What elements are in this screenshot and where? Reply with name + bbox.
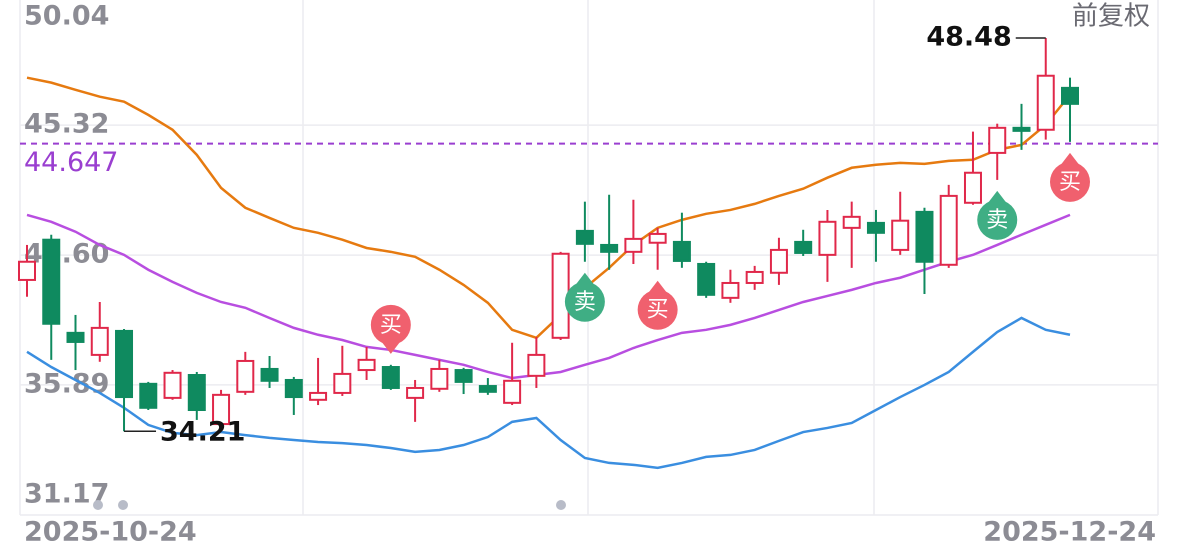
candle-body bbox=[842, 215, 861, 229]
candle-body bbox=[575, 229, 594, 245]
candle-body bbox=[90, 326, 109, 356]
signal-badge bbox=[1050, 161, 1090, 202]
candle-body bbox=[454, 369, 473, 383]
candle-body bbox=[309, 391, 328, 401]
candle-body bbox=[284, 378, 303, 399]
candle-body bbox=[357, 358, 376, 372]
candle-body bbox=[430, 367, 449, 390]
candle-body bbox=[1036, 74, 1055, 131]
low-label: 34.21 bbox=[160, 417, 245, 448]
candle-body bbox=[915, 210, 934, 263]
candle-body bbox=[624, 237, 643, 253]
candle-body bbox=[988, 126, 1007, 154]
signal-label: 买 bbox=[1059, 170, 1081, 195]
page-dot bbox=[556, 500, 566, 510]
candle-body bbox=[527, 353, 546, 377]
trade-signal: 卖 bbox=[564, 272, 605, 322]
x-tick-label: 2025-10-24 bbox=[24, 517, 197, 545]
page-dot bbox=[93, 500, 103, 510]
candle-body bbox=[648, 232, 667, 244]
candle-body bbox=[381, 366, 400, 389]
candle-body bbox=[963, 171, 982, 204]
band-line bbox=[26, 213, 1071, 380]
trade-signal: 买 bbox=[1050, 152, 1090, 202]
candle-body bbox=[745, 270, 764, 284]
candle-body bbox=[333, 372, 352, 394]
signal-label: 买 bbox=[380, 313, 402, 338]
y-tick-label: 45.32 bbox=[24, 109, 109, 140]
adjustment-label: 前复权 bbox=[1072, 2, 1150, 32]
candle-body bbox=[139, 382, 158, 409]
candle-body bbox=[18, 260, 36, 281]
trade-signal: 买 bbox=[637, 280, 678, 330]
x-tick-label: 2025-12-24 bbox=[983, 517, 1156, 545]
candle-body bbox=[236, 359, 255, 393]
price-line-label: 44.647 bbox=[24, 147, 118, 178]
candle-body bbox=[260, 367, 279, 382]
candle-body bbox=[818, 220, 837, 256]
signal-badge bbox=[637, 289, 678, 330]
candle-body bbox=[600, 243, 619, 253]
band-line bbox=[26, 316, 1071, 470]
candle-body bbox=[1061, 86, 1079, 105]
candle-body bbox=[1012, 126, 1031, 132]
trade-signal: 买 bbox=[370, 304, 411, 354]
candle-body bbox=[187, 374, 206, 412]
candle-body bbox=[478, 385, 497, 393]
signal-label: 买 bbox=[647, 298, 669, 323]
candle-body bbox=[66, 331, 85, 343]
candle-body bbox=[42, 238, 61, 325]
signal-label: 卖 bbox=[986, 208, 1008, 233]
candle-body bbox=[163, 371, 182, 399]
candle-body bbox=[721, 281, 740, 299]
signal-label: 卖 bbox=[574, 290, 596, 315]
candle-body bbox=[866, 221, 885, 234]
candle-body bbox=[115, 329, 134, 399]
candle-body bbox=[794, 240, 813, 254]
candle-body bbox=[672, 240, 691, 262]
high-label: 48.48 bbox=[926, 21, 1011, 52]
band-line bbox=[26, 76, 1071, 340]
candle-body bbox=[503, 379, 522, 404]
candle-body bbox=[939, 194, 958, 266]
trade-signal: 卖 bbox=[977, 190, 1018, 240]
page-dot bbox=[118, 500, 128, 510]
candle-body bbox=[406, 386, 425, 399]
candle-body bbox=[697, 262, 716, 296]
signal-badge bbox=[564, 281, 605, 322]
candle-body bbox=[891, 219, 910, 251]
signal-badge bbox=[977, 199, 1018, 240]
y-tick-label: 50.04 bbox=[24, 1, 109, 32]
vertical-grid bbox=[19, 0, 1159, 515]
candle-body bbox=[769, 248, 788, 274]
candle-body bbox=[212, 393, 231, 426]
signal-badge bbox=[370, 304, 411, 345]
y-tick-label: 35.89 bbox=[24, 368, 109, 399]
